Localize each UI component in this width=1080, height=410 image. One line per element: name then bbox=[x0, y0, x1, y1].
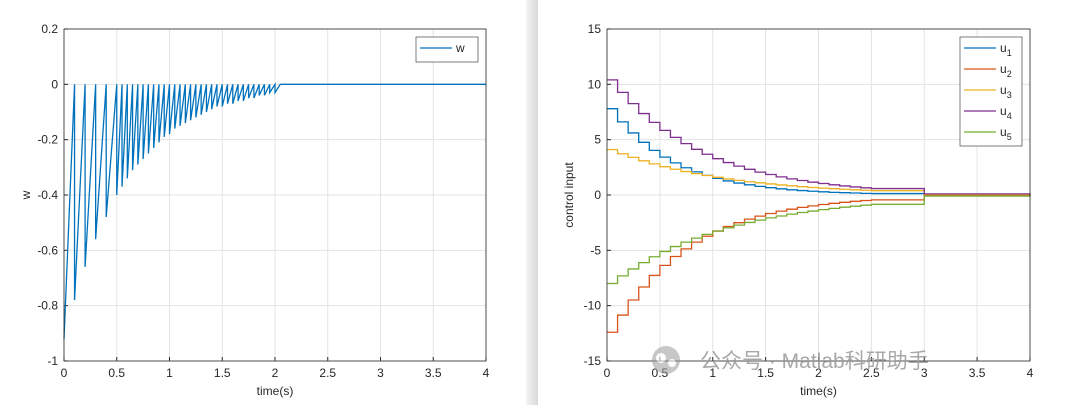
legend-label: u4 bbox=[1000, 104, 1012, 121]
y-tick-label: 10 bbox=[588, 77, 602, 91]
y-axis-label: w bbox=[19, 190, 33, 200]
y-tick-label: -5 bbox=[590, 243, 601, 257]
x-tick-label: 4 bbox=[483, 366, 490, 380]
legend: u1 u2 u3 u4 u5 bbox=[959, 36, 1023, 147]
y-tick-label: -10 bbox=[584, 299, 602, 313]
chart: 0 0.5 1 1.5 2 2.5 3 3.5 4-15-10-5051015time(s)co… bbox=[562, 22, 1034, 398]
y-tick-label: -0.6 bbox=[37, 243, 58, 257]
legend-label: u2 bbox=[1000, 62, 1012, 79]
watermark: 公众号 · Matlab科研助手 bbox=[700, 350, 929, 373]
y-tick-label: -0.2 bbox=[37, 133, 58, 147]
y-tick-label: -0.4 bbox=[37, 188, 58, 202]
data-line bbox=[607, 194, 1031, 333]
x-tick-label: 2.5 bbox=[863, 366, 880, 380]
x-tick-label: 0.5 bbox=[108, 366, 125, 380]
legend-label: u1 bbox=[1000, 41, 1012, 58]
y-tick-label: 5 bbox=[594, 133, 601, 147]
legend-label: u3 bbox=[1000, 83, 1012, 100]
data-line bbox=[63, 82, 486, 339]
x-tick-label: 1.5 bbox=[757, 366, 774, 380]
y-tick-label: -0.8 bbox=[37, 299, 58, 313]
legend: w bbox=[415, 36, 479, 63]
x-tick-label: 2.5 bbox=[319, 366, 336, 380]
x-tick-label: 4 bbox=[1027, 366, 1034, 380]
x-tick-label: 1 bbox=[166, 366, 173, 380]
legend-label: w bbox=[455, 41, 465, 55]
x-axis-label: time(s) bbox=[800, 384, 837, 398]
data-line bbox=[607, 195, 1031, 285]
y-axis-label: control input bbox=[562, 162, 576, 228]
x-tick-label: 3 bbox=[921, 366, 928, 380]
watermark-icon bbox=[652, 346, 680, 374]
axes-box bbox=[606, 28, 1031, 362]
legend-label: u5 bbox=[1000, 125, 1012, 142]
chart: 0 0.5 1 1.5 2 2.5 3 3.5 4 -1 -0.8 -0.6 -0.4 -0.2 0 0.2 t… bbox=[19, 22, 490, 398]
legend-box bbox=[415, 36, 479, 63]
data-line bbox=[607, 79, 1031, 195]
y-tick-label: 0 bbox=[594, 188, 601, 202]
y-tick-label: -1 bbox=[47, 354, 58, 368]
x-tick-label: 2 bbox=[815, 366, 822, 380]
legend-box bbox=[959, 36, 1023, 147]
x-tick-label: 3.5 bbox=[969, 366, 986, 380]
data-line bbox=[607, 108, 1031, 196]
x-tick-label: 1.5 bbox=[214, 366, 231, 380]
panel-gap bbox=[526, 0, 538, 405]
x-axis-label: time(s) bbox=[257, 384, 294, 398]
x-tick-label: 0 bbox=[604, 366, 611, 380]
x-tick-label: 3 bbox=[377, 366, 384, 380]
x-tick-label: 1 bbox=[709, 366, 716, 380]
y-tick-label: 0.2 bbox=[41, 22, 58, 36]
y-tick-label: -15 bbox=[584, 354, 602, 368]
data-line bbox=[607, 148, 1031, 196]
y-tick-label: 0 bbox=[51, 77, 58, 91]
x-tick-label: 0 bbox=[61, 366, 68, 380]
y-tick-label: 15 bbox=[588, 22, 602, 36]
x-tick-label: 2 bbox=[272, 366, 279, 380]
x-tick-label: 3.5 bbox=[425, 366, 442, 380]
axes-box bbox=[63, 28, 487, 362]
